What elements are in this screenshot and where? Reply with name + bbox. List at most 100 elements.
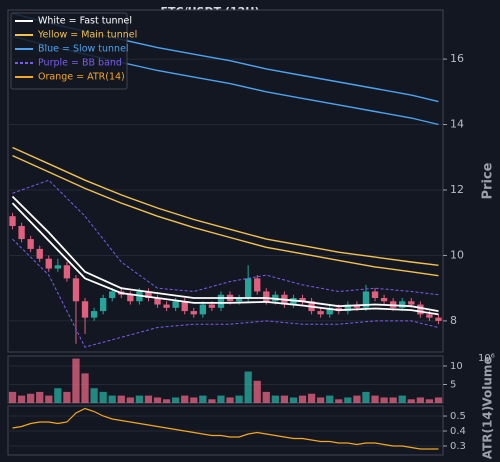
volume-bar	[181, 395, 189, 403]
volume-bar	[54, 388, 62, 403]
y-tick-label: 0.5	[450, 411, 466, 422]
volume-bar	[235, 395, 243, 403]
volume-bar	[126, 397, 134, 403]
candle-body	[163, 304, 170, 308]
volume-bar	[253, 380, 261, 403]
volume-bar	[162, 399, 171, 403]
candle-body	[244, 278, 252, 298]
volume-bar	[226, 397, 234, 403]
overlay-line	[12, 154, 439, 277]
volume-bar	[307, 393, 316, 403]
candle-body	[27, 239, 34, 249]
candle-body	[344, 304, 352, 312]
candle-body	[399, 301, 406, 308]
volume-bar	[380, 397, 388, 403]
y-tick-label: 12	[450, 183, 464, 196]
volume-bar	[117, 395, 125, 403]
volume-bar	[398, 395, 406, 403]
volume-bar	[289, 397, 298, 403]
candle-body	[190, 311, 197, 315]
legend-label: White = Fast tunnel	[38, 16, 132, 27]
candle-body	[199, 304, 207, 315]
overlay-line	[12, 179, 439, 296]
legend-label: Orange = ATR(14)	[38, 72, 125, 83]
candle-body	[181, 301, 188, 312]
volume-bar	[416, 397, 424, 403]
y-tick-label: 16	[450, 52, 464, 65]
volume-bar	[90, 388, 98, 403]
candle-body	[81, 301, 89, 318]
volume-bar	[27, 393, 35, 403]
y-axis-label: ATR(14)	[481, 406, 495, 459]
candle-body	[435, 317, 442, 321]
y-tick-label: 0.3	[450, 441, 466, 452]
legend-box	[10, 12, 128, 90]
volume-bar	[371, 395, 379, 403]
candle-body	[380, 298, 388, 302]
candle-body	[154, 298, 161, 305]
candle-body	[208, 304, 216, 308]
candle-body	[408, 301, 415, 305]
volume-bar	[326, 395, 334, 403]
volume-bar	[335, 399, 343, 403]
volume-bar	[362, 391, 370, 403]
volume-bar	[280, 395, 289, 403]
volume-bar	[99, 391, 107, 403]
y-tick-label: 5	[450, 379, 456, 390]
y-axis-label: Volume	[481, 356, 495, 406]
panel-frame	[7, 405, 444, 456]
candle-body	[72, 278, 80, 302]
volume-bar	[244, 371, 252, 403]
panel-frame	[7, 355, 444, 404]
candle-body	[263, 291, 270, 302]
overlay-line	[12, 146, 439, 266]
volume-bar	[217, 395, 225, 403]
volume-bar	[353, 395, 361, 403]
atr-line	[12, 407, 439, 450]
candle-body	[109, 291, 116, 298]
candle-body	[371, 291, 379, 298]
candle-body	[63, 265, 71, 279]
candle-body	[36, 248, 43, 259]
candle-body	[45, 258, 52, 269]
overlay-line	[11, 202, 439, 316]
volume-bar	[8, 391, 17, 403]
volume-bar	[199, 395, 207, 403]
volume-bar	[63, 391, 71, 403]
candle-body	[254, 278, 261, 292]
volume-bar	[172, 397, 180, 403]
candle-body	[317, 311, 324, 315]
volume-bar	[135, 395, 144, 403]
volume-bar	[344, 397, 352, 403]
candle-body	[362, 291, 370, 308]
candle-body	[145, 291, 152, 298]
y-tick-label: 8	[450, 314, 457, 327]
y-tick-label: 14	[450, 118, 464, 131]
candle-body	[299, 298, 306, 302]
volume-bar	[72, 358, 80, 403]
volume-bar	[434, 397, 443, 403]
y-axis-label: Price	[481, 162, 496, 199]
volume-bar	[262, 391, 270, 403]
volume-bar	[36, 391, 44, 403]
volume-bar	[317, 397, 325, 403]
volume-bar	[425, 399, 434, 403]
volume-bar	[153, 397, 162, 403]
legend: White = Fast tunnel Yellow = Main tunnel B…	[10, 12, 137, 90]
y-tick-label: 0.4	[450, 426, 466, 437]
volume-bar	[17, 395, 26, 403]
candle-body	[217, 294, 225, 308]
volume-bar	[407, 399, 415, 403]
legend-label: Yellow = Main tunnel	[37, 30, 137, 41]
overlay-line	[11, 195, 439, 312]
candle-body	[99, 298, 107, 312]
axis-offset-label: 10⁶	[478, 353, 495, 364]
candle-body	[18, 226, 25, 240]
legend-label: Blue = Slow tunnel	[38, 44, 129, 55]
legend-label: Purple = BB band	[38, 58, 122, 69]
volume-bar	[81, 373, 89, 403]
volume-bar	[389, 397, 397, 403]
candle-body	[326, 307, 333, 315]
volume-bar	[298, 395, 307, 403]
